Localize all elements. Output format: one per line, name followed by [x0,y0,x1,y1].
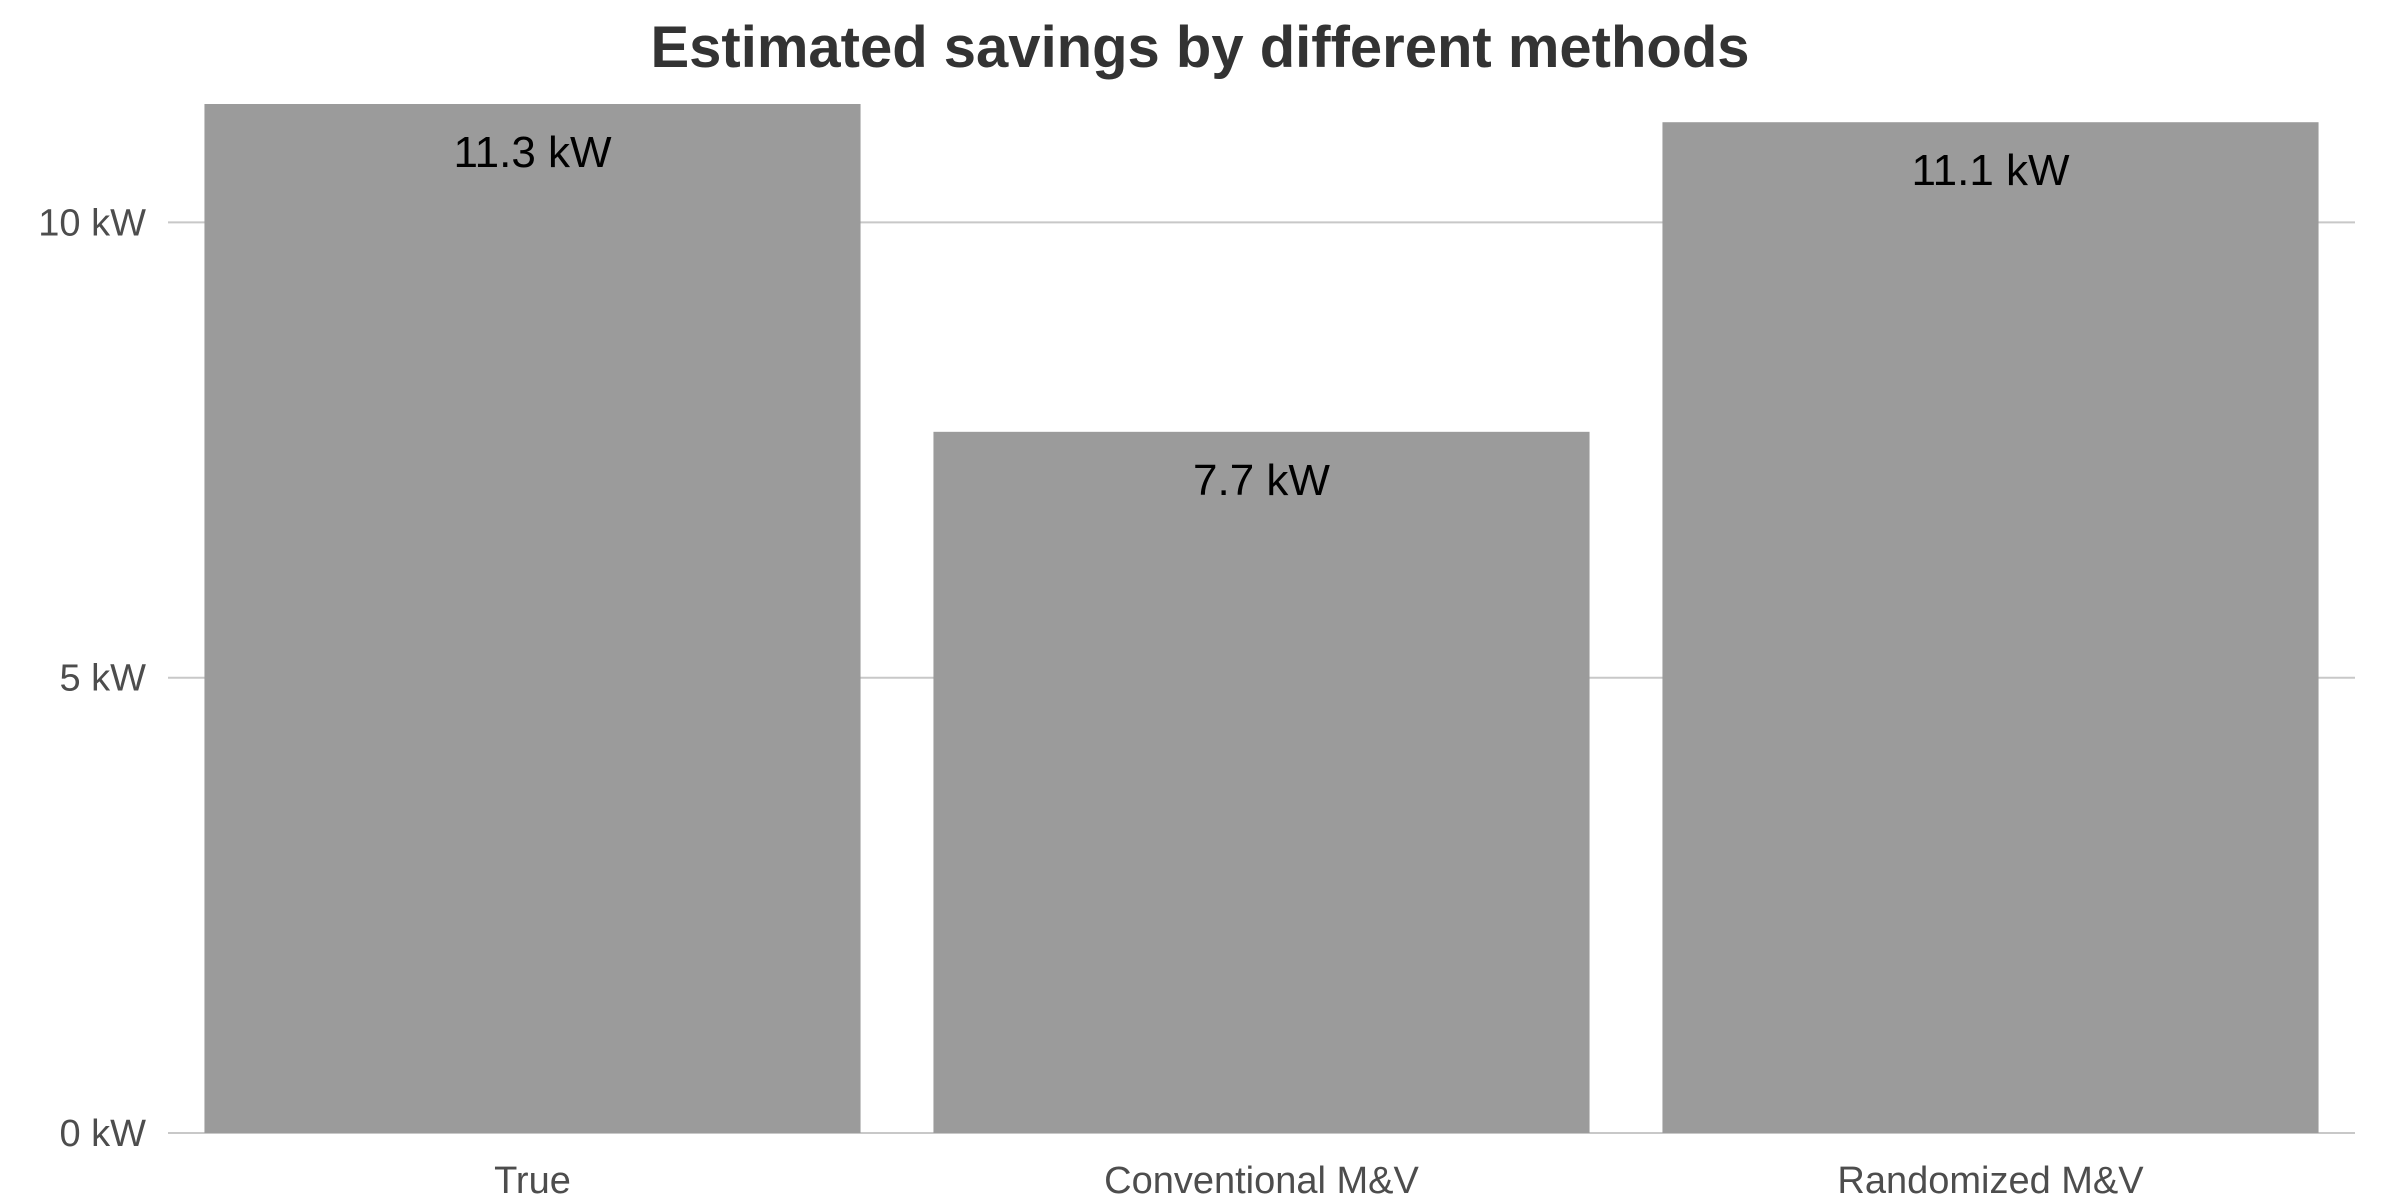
x-tick-label: Conventional M&V [1104,1160,1419,1200]
bars [204,104,2319,1133]
data-labels: 11.3 kW 7.7 kW 11.1 kW [453,128,2070,505]
y-tick-label: 10 kW [38,202,146,244]
y-tick-label: 0 kW [59,1113,146,1155]
x-tick-label: Randomized M&V [1837,1160,2144,1200]
data-label: 11.1 kW [1911,146,2070,195]
bar [1662,122,2319,1133]
y-axis: 0 kW 5 kW 10 kW [38,202,146,1155]
x-tick-label: True [494,1160,571,1200]
chart-title: Estimated savings by different methods [650,15,1750,80]
bar [204,104,861,1133]
data-label: 7.7 kW [1193,456,1330,505]
data-label: 11.3 kW [453,128,612,177]
x-axis: True Conventional M&V Randomized M&V [494,1160,2144,1200]
bar [933,431,1590,1133]
y-tick-label: 5 kW [59,658,146,700]
